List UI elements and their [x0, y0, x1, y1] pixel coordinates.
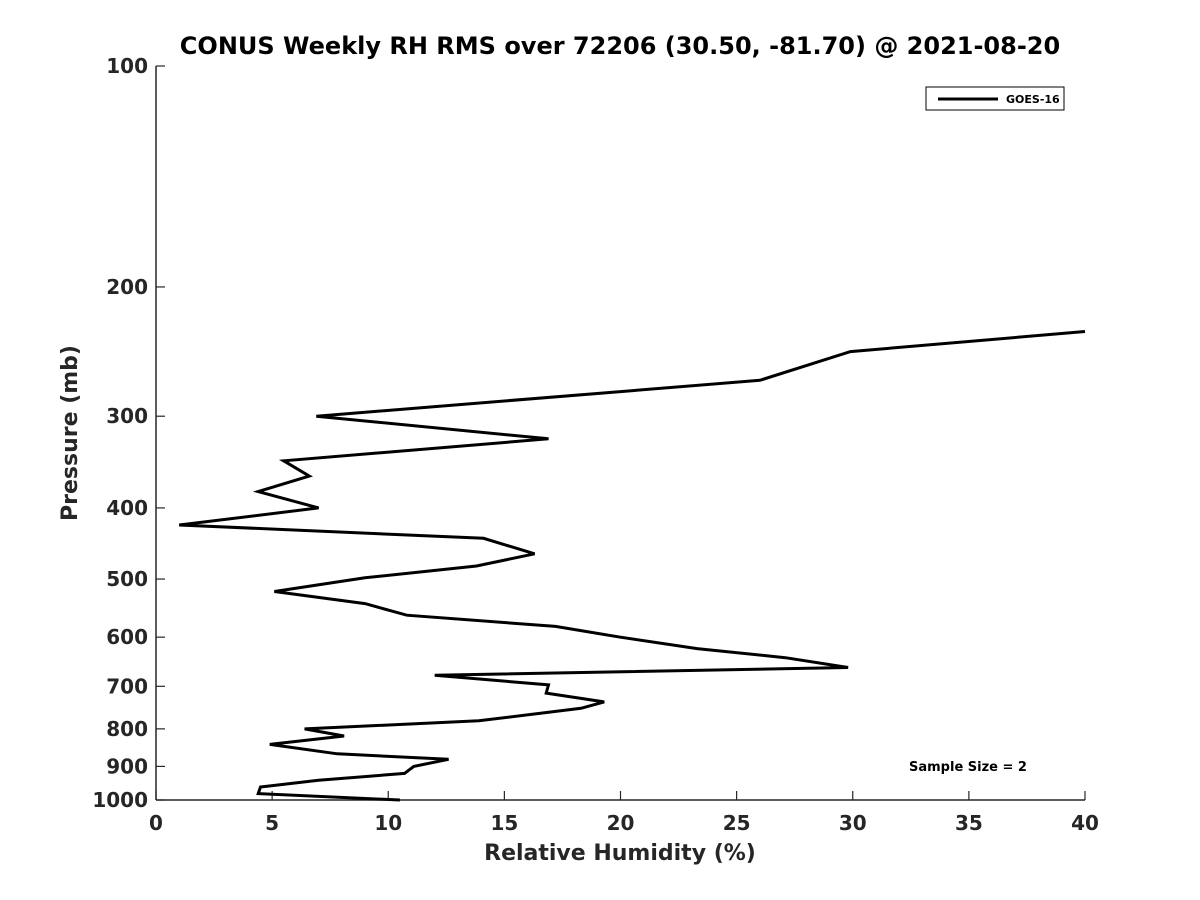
y-tick-label: 800: [106, 717, 148, 741]
y-tick-label: 100: [106, 54, 148, 78]
x-tick-label: 10: [374, 811, 402, 835]
legend: GOES-16: [925, 86, 1065, 111]
x-tick-label: 0: [149, 811, 163, 835]
y-ticks: 100 200 300 400 500 600 700 800 900 1000: [92, 54, 165, 812]
x-tick-label: 40: [1071, 811, 1099, 835]
x-ticks: 0 5 10 15 20 25 30 35 40: [149, 791, 1099, 835]
x-axis-label: Relative Humidity (%): [484, 841, 756, 866]
y-tick-label: 400: [106, 496, 148, 520]
y-tick-label: 1000: [92, 788, 148, 812]
y-tick-label: 900: [106, 754, 148, 778]
chart-title: CONUS Weekly RH RMS over 72206 (30.50, -…: [180, 32, 1060, 60]
y-axis-label: Pressure (mb): [58, 345, 83, 521]
series-layer: [179, 330, 1086, 802]
x-tick-label: 5: [265, 811, 279, 835]
y-tick-label: 200: [106, 275, 148, 299]
y-tick-label: 300: [106, 404, 148, 428]
y-tick-label: 700: [106, 674, 148, 698]
x-tick-label: 25: [723, 811, 751, 835]
x-tick-label: 15: [490, 811, 518, 835]
y-tick-label: 500: [106, 567, 148, 591]
y-tick-label: 600: [106, 625, 148, 649]
x-tick-label: 30: [839, 811, 867, 835]
x-tick-label: 35: [955, 811, 983, 835]
legend-label-goes-16: GOES-16: [1006, 93, 1060, 106]
sample-size-annotation: Sample Size = 2: [909, 760, 1027, 775]
x-tick-label: 20: [607, 811, 635, 835]
plot-area: [155, 66, 1085, 801]
series-line-goes-16: [179, 330, 1086, 802]
